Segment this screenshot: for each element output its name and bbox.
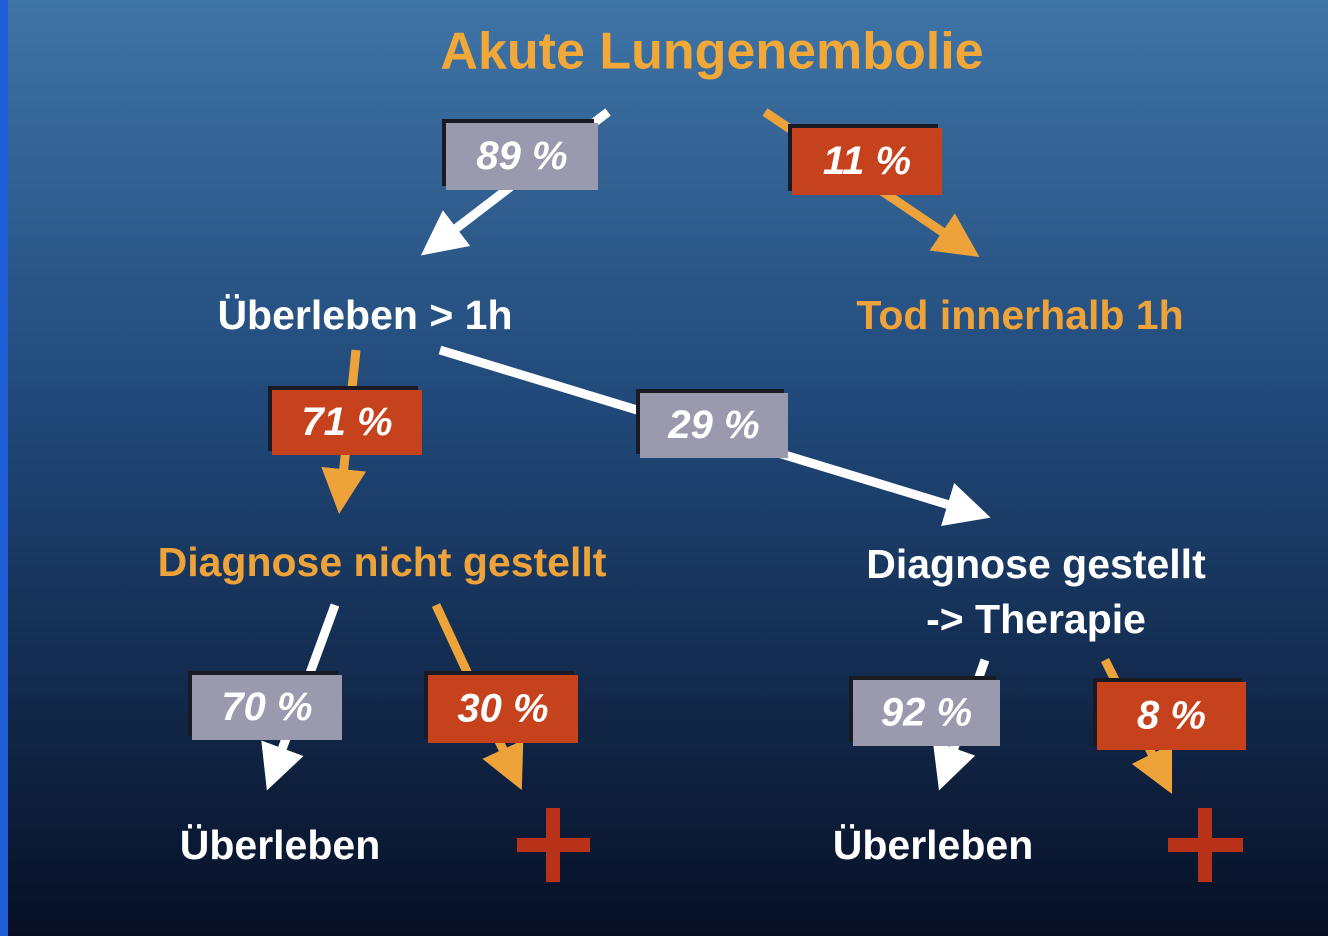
label-box — [446, 123, 598, 190]
edge-label: 11 % — [823, 139, 911, 183]
node-label: Überleben > 1h — [217, 292, 512, 338]
edge-label: 70 % — [221, 685, 312, 729]
crosses — [517, 808, 1243, 882]
label-box — [272, 390, 422, 455]
node-label: Überleben — [833, 822, 1034, 868]
title: Akute Lungenembolie — [440, 23, 983, 81]
node-label: -> Therapie — [926, 596, 1146, 642]
edge-label: 29 % — [667, 403, 759, 447]
label-box — [428, 675, 578, 743]
node-label: Überleben — [180, 822, 381, 868]
label-box — [1097, 682, 1246, 750]
node-label: Diagnose gestellt — [866, 541, 1206, 587]
label-box — [192, 675, 342, 740]
edge-label: 92 % — [881, 691, 972, 735]
edge-label: 30 % — [457, 687, 548, 731]
cross-icon — [517, 808, 590, 882]
label-box — [792, 128, 942, 195]
edge-label: 8 % — [1137, 694, 1206, 738]
label-box — [640, 393, 788, 458]
node-label: Diagnose nicht gestellt — [158, 539, 607, 585]
cross-icon — [1168, 808, 1243, 882]
node-label: Tod innerhalb 1h — [856, 292, 1183, 338]
edge-label: 89 % — [476, 134, 567, 178]
label-box — [853, 680, 1000, 746]
edge-strip — [0, 0, 8, 936]
edge-label: 71 % — [301, 400, 392, 444]
